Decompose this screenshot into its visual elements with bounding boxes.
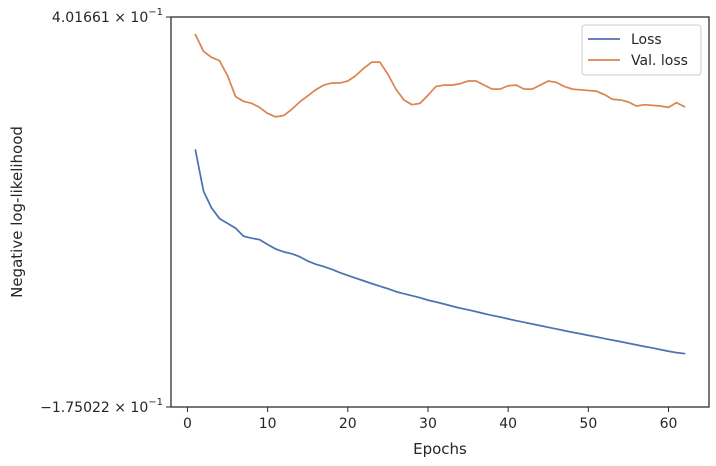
x-tick-label: 50 xyxy=(579,416,597,432)
x-tick-label: 20 xyxy=(339,416,357,432)
series-line-loss xyxy=(194,149,686,355)
legend: Loss Val. loss xyxy=(581,24,702,76)
y-tick-label: −1.75022 × 10−1 xyxy=(40,397,163,416)
x-tick-label: 0 xyxy=(183,416,192,432)
y-tick-label: 4.01661 × 10−1 xyxy=(52,7,163,26)
axes-frame xyxy=(170,16,710,408)
x-tick-label: 30 xyxy=(419,416,437,432)
y-axis-ticks: 4.01661 × 10−1 −1.75022 × 10−1 xyxy=(40,7,171,416)
legend-label: Loss xyxy=(631,32,662,48)
series-line-val-loss xyxy=(194,33,686,118)
x-tick-label: 60 xyxy=(660,416,678,432)
x-axis-ticks: 0 10 20 30 40 50 60 xyxy=(183,407,677,432)
x-tick-label: 10 xyxy=(259,416,277,432)
legend-label: Val. loss xyxy=(631,53,688,69)
y-axis-label: Negative log-likelihood xyxy=(8,126,26,298)
legend-frame xyxy=(581,24,702,76)
series-group xyxy=(194,33,686,355)
x-axis-label: Epochs xyxy=(413,440,467,458)
x-tick-label: 40 xyxy=(499,416,517,432)
